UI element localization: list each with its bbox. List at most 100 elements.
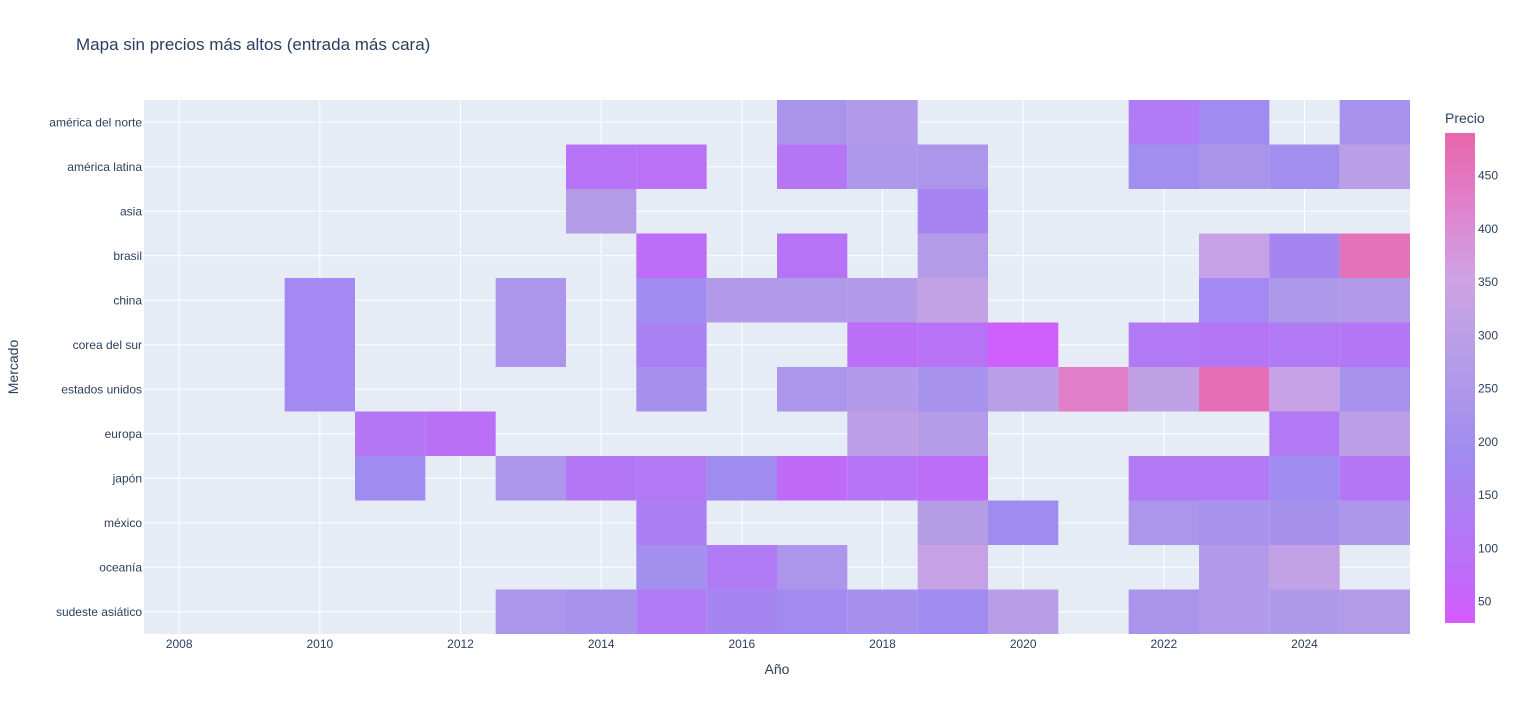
heatmap-cell <box>847 322 918 367</box>
heatmap-cell <box>917 456 988 501</box>
heatmap-cell <box>988 589 1059 634</box>
heatmap-cell <box>1128 367 1199 412</box>
y-tick-label: oceanía <box>99 560 142 574</box>
heatmap-cell <box>1269 144 1340 189</box>
heatmap-cell <box>777 100 848 145</box>
heatmap-cell <box>1269 367 1340 412</box>
heatmap-cell <box>425 411 496 456</box>
heatmap-cell <box>636 278 707 323</box>
heatmap-cell <box>777 233 848 278</box>
heatmap-cell <box>636 500 707 545</box>
x-tick-label: 2014 <box>588 637 615 651</box>
y-tick-label: corea del sur <box>73 338 142 352</box>
heatmap-cell <box>1199 233 1270 278</box>
y-tick-label: brasil <box>113 249 142 263</box>
heatmap-cell <box>847 589 918 634</box>
heatmap-cell <box>636 144 707 189</box>
heatmap-cell <box>1269 411 1340 456</box>
colorbar-tick-label: 450 <box>1478 169 1498 183</box>
heatmap-cell <box>1269 322 1340 367</box>
heatmap-cell <box>777 589 848 634</box>
heatmap-cell <box>1199 545 1270 590</box>
heatmap-cell <box>1339 456 1410 501</box>
heatmap-cell <box>495 278 566 323</box>
heatmap-cell <box>917 278 988 323</box>
colorbar-tick-label: 50 <box>1478 595 1492 609</box>
heatmap-cell <box>1269 456 1340 501</box>
heatmap-cell <box>1269 278 1340 323</box>
y-tick-label: asia <box>120 204 142 218</box>
heatmap-cell <box>566 456 637 501</box>
heatmap-cell <box>917 144 988 189</box>
colorbar-tick-label: 250 <box>1478 382 1498 396</box>
heatmap-cell <box>917 189 988 234</box>
heatmap-cell <box>917 545 988 590</box>
heatmap-cell <box>1339 411 1410 456</box>
heatmap-cell <box>847 411 918 456</box>
heatmap-cell <box>706 589 777 634</box>
colorbar <box>1445 133 1475 623</box>
heatmap-cell <box>1269 500 1340 545</box>
heatmap-cell <box>636 322 707 367</box>
x-tick-label: 2022 <box>1150 637 1177 651</box>
colorbar-tick-label: 200 <box>1478 435 1498 449</box>
heatmap-cell <box>1339 589 1410 634</box>
heatmap-cell <box>1199 500 1270 545</box>
heatmap-cell <box>777 144 848 189</box>
y-tick-label: europa <box>105 427 143 441</box>
heatmap-cell <box>566 189 637 234</box>
heatmap-cell <box>988 367 1059 412</box>
colorbar-tick-label: 400 <box>1478 222 1498 236</box>
x-tick-label: 2024 <box>1291 637 1318 651</box>
heatmap-cell <box>777 456 848 501</box>
heatmap-cell <box>636 367 707 412</box>
y-tick-label: estados unidos <box>61 382 142 396</box>
heatmap-cell <box>1128 589 1199 634</box>
heatmap-cell <box>1339 278 1410 323</box>
colorbar-ticks: 50 100 150 200 250 300 350 400 450 <box>1478 169 1498 609</box>
heatmap-cell <box>706 545 777 590</box>
y-axis-ticks: américa del norte américa latina asia brasi… <box>49 115 142 619</box>
heatmap-cell <box>355 456 426 501</box>
x-tick-label: 2008 <box>166 637 193 651</box>
heatmap-cell <box>1339 500 1410 545</box>
heatmap-cell <box>1339 144 1410 189</box>
heatmap-cell <box>1058 367 1129 412</box>
heatmap-cell <box>566 589 637 634</box>
heatmap-cell <box>1269 589 1340 634</box>
heatmap-cell <box>777 278 848 323</box>
colorbar-tick-label: 100 <box>1478 541 1498 555</box>
heatmap-cell <box>1199 367 1270 412</box>
y-tick-label: américa latina <box>67 160 142 174</box>
heatmap-cell <box>495 456 566 501</box>
heatmap-cell <box>1128 322 1199 367</box>
heatmap-cell <box>1199 100 1270 145</box>
heatmap-cell <box>1128 456 1199 501</box>
x-tick-label: 2010 <box>306 637 333 651</box>
x-tick-label: 2020 <box>1010 637 1037 651</box>
colorbar-tick-label: 300 <box>1478 328 1498 342</box>
heatmap-cell <box>1269 545 1340 590</box>
heatmap-cell <box>1199 278 1270 323</box>
heatmap-cell <box>636 589 707 634</box>
y-tick-label: américa del norte <box>49 115 142 129</box>
heatmap-cell <box>1199 456 1270 501</box>
y-tick-label: sudeste asiático <box>56 605 142 619</box>
heatmap-cell <box>636 545 707 590</box>
heatmap-cell <box>1269 233 1340 278</box>
heatmap-cell <box>1128 144 1199 189</box>
heatmap-cell <box>566 144 637 189</box>
x-axis-title: Año <box>765 661 790 677</box>
heatmap-cell <box>988 322 1059 367</box>
heatmap-cell <box>706 278 777 323</box>
heatmap-cell <box>777 367 848 412</box>
heatmap-cell <box>1339 322 1410 367</box>
heatmap-cell <box>847 367 918 412</box>
heatmap-cell <box>847 456 918 501</box>
heatmap-cell <box>495 589 566 634</box>
heatmap-cell <box>1199 322 1270 367</box>
heatmap-cell <box>495 322 566 367</box>
heatmap-cell <box>917 367 988 412</box>
heatmap-cell <box>1128 100 1199 145</box>
heatmap-cell <box>917 233 988 278</box>
